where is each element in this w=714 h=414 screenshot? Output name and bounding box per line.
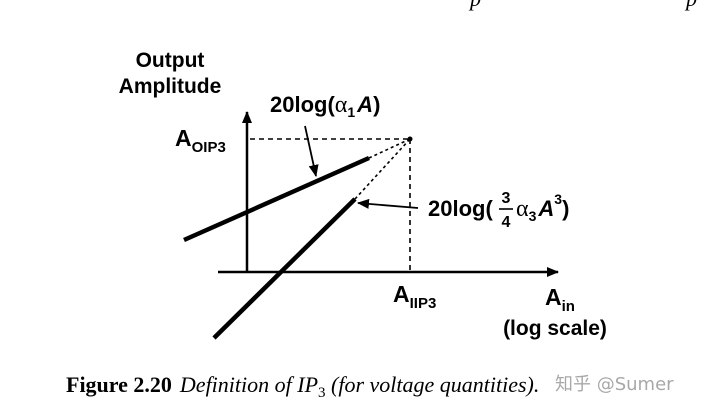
figure-number: Figure 2.20 (66, 372, 172, 397)
x-axis-scale-label: (log scale) (503, 317, 607, 340)
y-axis-label-line1: Output (136, 49, 205, 72)
linear-response-line (183, 155, 370, 243)
aoip3-sub: OIP3 (192, 139, 226, 156)
top-fragment-text: p (468, 0, 481, 11)
y-axis-label-line2: Amplitude (119, 75, 222, 98)
aoip3-label: AOIP3 (175, 125, 226, 156)
x-axis-label: Ain (545, 284, 575, 315)
svg-text:3: 3 (502, 190, 511, 207)
aoip3-main: A (175, 125, 192, 151)
cubic-term-label: 20log( 3 4 α3A3) (428, 190, 569, 231)
linear-term-label: 20log(α1A) (270, 92, 380, 120)
cubic-label-arrow (357, 198, 419, 209)
cubic-extrapolation (354, 138, 411, 200)
intercept-point (407, 136, 413, 142)
svg-text:20log(: 20log( (428, 196, 493, 221)
top-fragment-text-right: p (684, 0, 697, 11)
linear-extrapolation (368, 138, 411, 159)
svg-text:α3A3): α3A3) (516, 191, 569, 224)
svg-text:4: 4 (502, 214, 511, 231)
linear-label-arrow (304, 125, 319, 177)
aiip3-label: AIIP3 (393, 281, 436, 312)
figure-caption: Figure 2.20 Definition of IP3 (for voltag… (66, 372, 539, 401)
watermark: 知乎 @Sumer (555, 374, 674, 395)
cubic-response-line (212, 197, 357, 340)
